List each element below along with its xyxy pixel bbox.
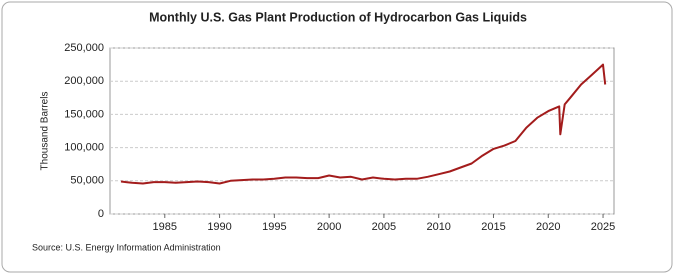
y-axis-label: Thousand Barrels	[40, 92, 51, 171]
source: Source: U.S. Energy Information Administ…	[32, 242, 221, 252]
y-tick-label: 200,000	[64, 75, 104, 87]
x-tick-label: 1985	[153, 221, 177, 233]
y-tick-label: 50,000	[70, 175, 104, 187]
x-tick-label: 2005	[372, 221, 396, 233]
x-tick-label: 2020	[536, 221, 560, 233]
x-tick-label: 2025	[591, 221, 615, 233]
x-tick-label: 2015	[481, 221, 505, 233]
plot-area	[109, 47, 615, 215]
x-tick-label: 2010	[426, 221, 450, 233]
x-tick-label: 2000	[317, 221, 341, 233]
chart-title: Monthly U.S. Gas Plant Production of Hyd…	[149, 10, 527, 24]
x-tick-label: 1995	[262, 221, 286, 233]
y-tick-label: 150,000	[64, 108, 104, 120]
y-tick-label: 250,000	[64, 42, 104, 54]
y-tick-label: 100,000	[64, 142, 104, 154]
data-line	[120, 63, 607, 185]
y-tick-label: 0	[98, 208, 104, 220]
x-tick-label: 1990	[207, 221, 231, 233]
